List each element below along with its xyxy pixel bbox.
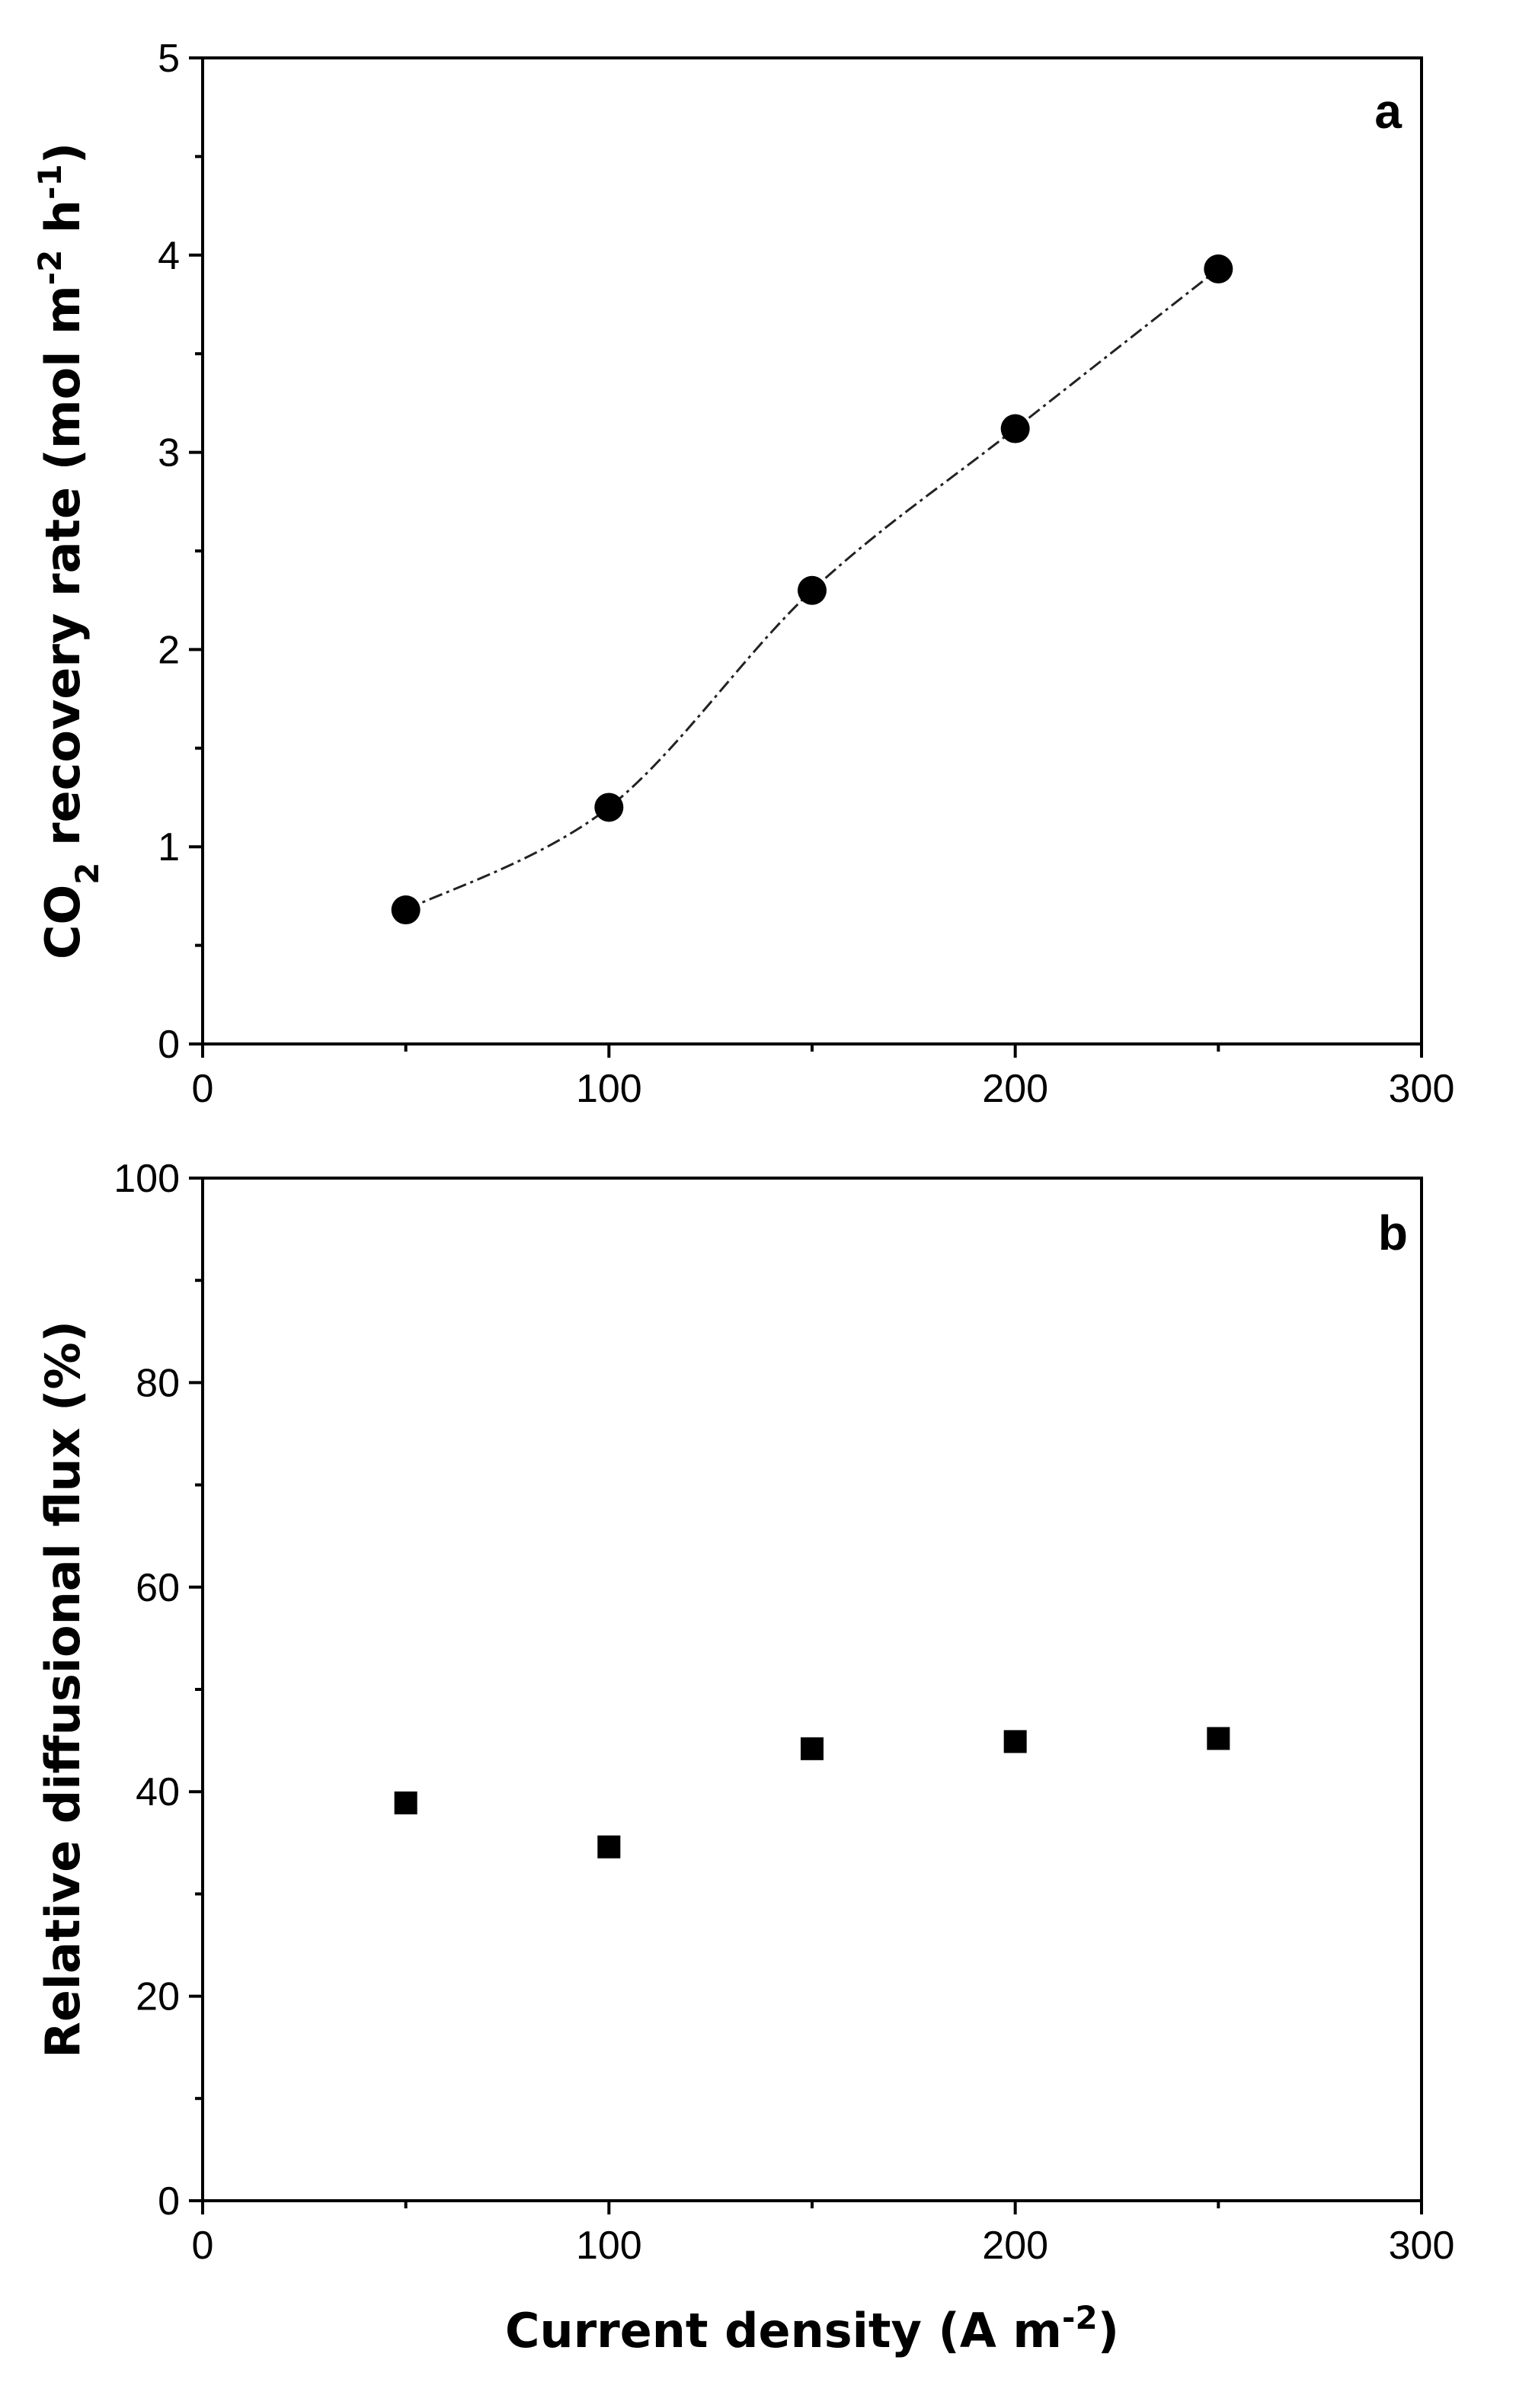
panel-b-data-point: [597, 1835, 621, 1859]
panel-b-ticks: [189, 1177, 1423, 2214]
panel-a-y-tick-labels: 0 1 2 3 4 5: [158, 37, 180, 1067]
panel-b-data-point: [1207, 1727, 1230, 1750]
panel-b-data-points: [394, 1727, 1230, 1859]
panel-a-y-tick-label: 0: [158, 1023, 180, 1067]
panel-a-label: a: [1374, 84, 1402, 139]
panel-b-y-tick-label: 100: [114, 1157, 180, 1201]
panel-b-x-tick-label: 200: [982, 2224, 1048, 2268]
panel-b-x-tick-label: 300: [1389, 2224, 1455, 2268]
panel-b-x-tick-label: 0: [192, 2224, 214, 2268]
panel-a: 0 100 200 300 0 1 2 3 4 5 a CO2 recovery rate (m…: [31, 37, 1455, 1111]
panel-a-plot-frame: [201, 56, 1423, 1045]
panel-b-x-tick-label: 100: [576, 2224, 642, 2268]
panel-b-data-point: [1003, 1730, 1027, 1753]
panel-a-x-tick-labels: 0 100 200 300: [192, 1067, 1455, 1111]
panel-b-x-tick-labels: 0 100 200 300: [192, 2224, 1455, 2268]
panel-a-x-tick-label: 100: [576, 1067, 642, 1111]
panel-a-y-tick-label: 1: [158, 825, 180, 869]
panel-a-data-point: [798, 575, 827, 605]
panel-a-x-tick-label: 200: [982, 1067, 1048, 1111]
panel-a-data-point: [1204, 254, 1233, 283]
panel-a-y-tick-label: 5: [158, 37, 180, 81]
panel-a-x-tick-label: 300: [1389, 1067, 1455, 1111]
panel-b: 0 100 200 300 0 20 40 60 80 100 b Relative diffu…: [35, 1157, 1454, 2358]
panel-a-data-point: [1000, 414, 1030, 443]
panel-b-y-tick-label: 80: [136, 1361, 180, 1405]
panel-b-y-tick-label: 40: [136, 1770, 180, 1814]
panel-a-y-tick-label: 2: [158, 628, 180, 672]
panel-a-y-axis-title: CO2 recovery rate (mol m-2 h-1): [31, 142, 106, 959]
panel-b-plot-frame: [201, 1177, 1423, 2202]
panel-b-y-axis-title: Relative diffusional flux (%): [35, 1321, 91, 2058]
panel-b-data-point: [801, 1737, 824, 1760]
panel-a-ticks: [189, 56, 1423, 1058]
panel-b-y-tick-labels: 0 20 40 60 80 100: [114, 1157, 180, 2224]
panel-a-y-tick-label: 4: [158, 234, 180, 278]
panel-b-label: b: [1378, 1206, 1408, 1260]
panel-a-y-tick-label: 3: [158, 431, 180, 476]
panel-b-y-tick-label: 60: [136, 1566, 180, 1610]
panel-b-y-tick-label: 20: [136, 1975, 180, 2019]
panel-a-x-tick-label: 0: [192, 1067, 214, 1111]
panel-b-y-tick-label: 0: [158, 2179, 180, 2224]
panel-a-data-point: [594, 793, 624, 822]
panel-a-data-points: [391, 254, 1233, 925]
panel-a-data-point: [391, 895, 421, 925]
panel-b-x-axis-title: Current density (A m-2): [505, 2299, 1119, 2359]
panel-b-data-point: [394, 1791, 417, 1814]
